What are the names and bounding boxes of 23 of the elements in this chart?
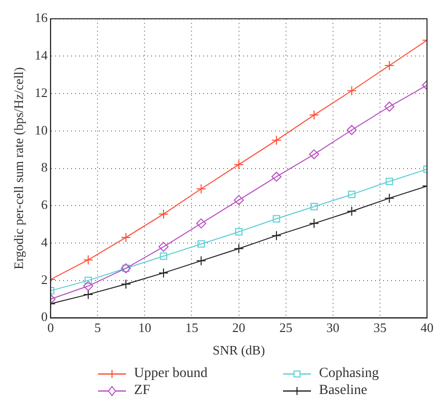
- y-tick-label: 8: [41, 160, 48, 175]
- legend-label: ZF: [134, 382, 150, 399]
- y-tick-label: 14: [34, 48, 48, 63]
- y-tick-label: 0: [41, 309, 48, 324]
- x-tick-label: 15: [185, 320, 198, 336]
- x-tick-label: 30: [326, 320, 340, 336]
- y-tick-label: 10: [34, 122, 48, 138]
- y-tick-label: 2: [41, 272, 48, 287]
- y-tick-label: 4: [41, 234, 48, 250]
- y-tick-label: 12: [34, 84, 48, 100]
- legend-label: Upper bound: [134, 365, 208, 382]
- y-tick-label: 16: [34, 10, 48, 26]
- x-tick-label: 5: [94, 320, 101, 336]
- x-tick-label: 35: [373, 320, 386, 336]
- x-tick-label: 25: [279, 320, 292, 336]
- x-axis-title: SNR (dB): [212, 342, 265, 358]
- y-tick-label: 6: [41, 197, 48, 212]
- x-tick-label: 40: [420, 320, 434, 336]
- x-tick-label: 20: [232, 320, 246, 336]
- legend-label: Cophasing: [319, 365, 379, 382]
- x-tick-label: 10: [138, 320, 152, 336]
- y-axis-title: Ergodic per-cell sum rate (bps/Hz/cell): [11, 67, 26, 270]
- legend-label: Baseline: [319, 382, 368, 399]
